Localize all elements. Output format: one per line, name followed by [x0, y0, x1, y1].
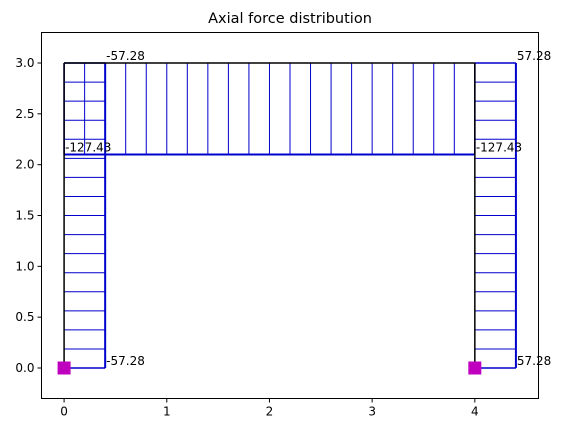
x-tick-label: 3 — [368, 405, 376, 419]
plot-area: -57.28 -127.43 -57.28 57.28 -127.43 57.28 — [57, 49, 551, 375]
force-annotation: -57.28 — [106, 49, 145, 63]
x-tick-label: 4 — [471, 405, 479, 419]
force-annotation: 57.28 — [517, 49, 551, 63]
x-tick-label: 2 — [266, 405, 274, 419]
x-axis: 0 1 2 3 4 — [60, 398, 479, 419]
y-tick-label: 2.5 — [15, 107, 34, 121]
y-tick-label: 1.5 — [15, 209, 34, 223]
y-tick-label: 2.0 — [15, 158, 34, 172]
force-annotation: 57.28 — [517, 354, 551, 368]
y-tick-label: 0.5 — [15, 310, 34, 324]
y-axis: 0.0 0.5 1.0 1.5 2.0 2.5 3.0 — [15, 56, 42, 375]
x-tick-label: 1 — [163, 405, 171, 419]
support-marker — [468, 361, 482, 375]
chart-title: Axial force distribution — [208, 11, 372, 27]
y-tick-label: 0.0 — [15, 361, 34, 375]
force-annotation: -127.43 — [65, 141, 111, 155]
y-tick-label: 3.0 — [15, 56, 34, 70]
x-tick-label: 0 — [60, 405, 68, 419]
force-annotation: -57.28 — [106, 354, 145, 368]
y-tick-label: 1.0 — [15, 259, 34, 273]
force-annotation: -127.43 — [476, 141, 522, 155]
support-marker — [57, 361, 71, 375]
